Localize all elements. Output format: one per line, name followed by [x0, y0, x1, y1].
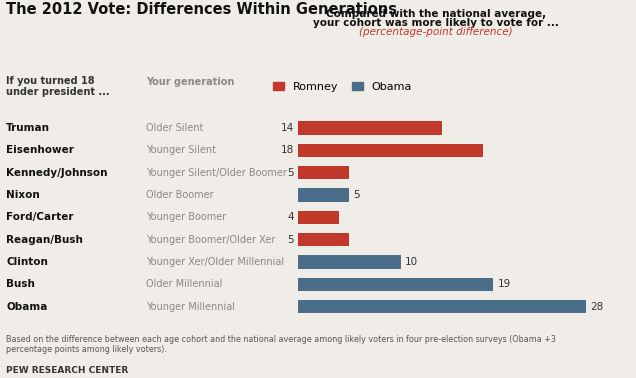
Text: Younger Boomer/Older Xer: Younger Boomer/Older Xer [146, 235, 275, 245]
Text: The 2012 Vote: Differences Within Generations: The 2012 Vote: Differences Within Genera… [6, 2, 398, 17]
Text: Based on the difference between each age cohort and the national average among l: Based on the difference between each age… [6, 335, 556, 354]
Text: Older Boomer: Older Boomer [146, 190, 214, 200]
Text: Compared with the national average,: Compared with the national average, [326, 9, 546, 19]
Text: (percentage-point difference): (percentage-point difference) [359, 27, 513, 37]
Text: Younger Silent: Younger Silent [146, 145, 216, 155]
Text: Older Silent: Older Silent [146, 123, 204, 133]
Text: PEW RESEARCH CENTER: PEW RESEARCH CENTER [6, 366, 128, 375]
Text: Younger Xer/Older Millennial: Younger Xer/Older Millennial [146, 257, 284, 267]
Text: 5: 5 [287, 167, 294, 178]
Text: Bush: Bush [6, 279, 35, 290]
Bar [298, 144, 483, 157]
Bar [298, 188, 349, 202]
Bar [298, 121, 442, 135]
Text: 18: 18 [280, 145, 294, 155]
Text: your cohort was more likely to vote for ...: your cohort was more likely to vote for … [313, 18, 558, 28]
Text: Kennedy/Johnson: Kennedy/Johnson [6, 167, 108, 178]
Legend: Romney, Obama: Romney, Obama [273, 82, 412, 91]
Text: Nixon: Nixon [6, 190, 40, 200]
Text: Younger Silent/Older Boomer: Younger Silent/Older Boomer [146, 167, 287, 178]
Text: Obama: Obama [6, 302, 48, 312]
Bar [298, 278, 494, 291]
Text: Younger Boomer: Younger Boomer [146, 212, 226, 222]
Bar [298, 256, 401, 269]
Bar [298, 300, 586, 313]
Text: Older Millennial: Older Millennial [146, 279, 223, 290]
Text: Ford/Carter: Ford/Carter [6, 212, 74, 222]
Text: 10: 10 [405, 257, 418, 267]
Text: 19: 19 [497, 279, 511, 290]
Text: Clinton: Clinton [6, 257, 48, 267]
Text: 5: 5 [354, 190, 360, 200]
Text: 28: 28 [590, 302, 604, 312]
Bar [298, 211, 339, 224]
Text: 5: 5 [287, 235, 294, 245]
Bar [298, 166, 349, 179]
Text: If you turned 18
under president ...: If you turned 18 under president ... [6, 76, 110, 97]
Text: Truman: Truman [6, 123, 50, 133]
Text: Reagan/Bush: Reagan/Bush [6, 235, 83, 245]
Text: Younger Millennial: Younger Millennial [146, 302, 235, 312]
Text: 14: 14 [280, 123, 294, 133]
Text: Eisenhower: Eisenhower [6, 145, 74, 155]
Bar [298, 233, 349, 246]
Text: 4: 4 [287, 212, 294, 222]
Text: Your generation: Your generation [146, 77, 235, 87]
